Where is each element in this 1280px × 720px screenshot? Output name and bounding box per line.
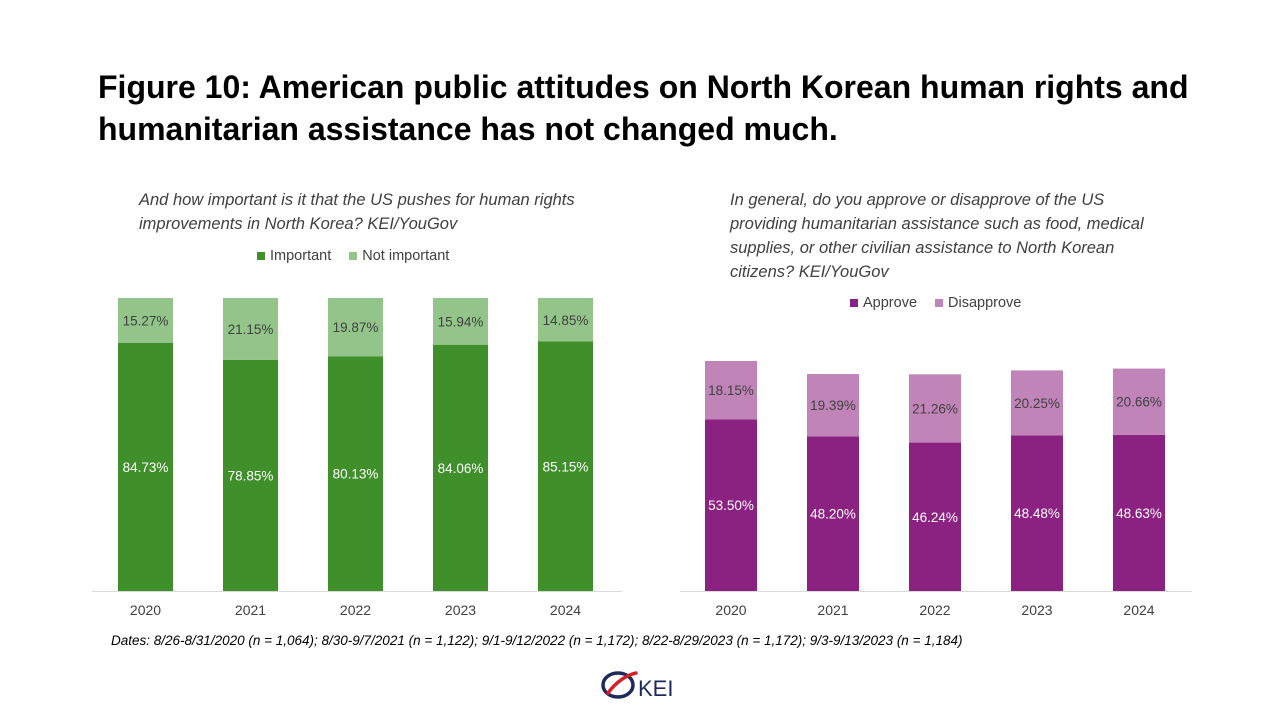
kei-logo-icon	[601, 671, 638, 699]
chart-2-subtitle: In general, do you approve or disapprove…	[730, 191, 1144, 281]
chart-2-tick-label-2024: 2024	[1123, 602, 1154, 618]
chart-2-bar-disapprove-2021	[807, 374, 859, 437]
chart-2-bar-approve-2024	[1113, 434, 1165, 591]
chart-2-tick-label-2022: 2022	[919, 602, 950, 618]
chart-1-legend: Important Not important	[257, 248, 449, 264]
chart-1-bar-important-2022	[328, 356, 383, 591]
chart-1-data-label-not-important-2021: 21.15%	[228, 322, 274, 337]
chart-1-bar-not-important-2022	[328, 298, 383, 357]
chart-1-data-label-important-2020: 84.73%	[123, 460, 169, 475]
chart-1-bar-not-important-2020	[118, 298, 173, 343]
legend-swatch-not-important	[349, 252, 358, 260]
chart-2-data-label-approve-2021: 48.20%	[810, 507, 856, 522]
chart-2-data-label-disapprove-2023: 20.25%	[1014, 396, 1060, 411]
chart-2-data-label-approve-2023: 48.48%	[1014, 506, 1060, 521]
chart-1-tick-label-2022: 2022	[340, 602, 371, 618]
figure-title: Figure 10: American public attitudes on …	[98, 69, 1189, 147]
chart-1-tick-label-2023: 2023	[445, 602, 476, 618]
chart-2-bar-disapprove-2022	[909, 374, 961, 443]
chart-2-data-label-disapprove-2021: 19.39%	[810, 398, 856, 413]
chart-2-tick-label-2023: 2023	[1021, 602, 1052, 618]
chart-2-data-label-approve-2024: 48.63%	[1116, 506, 1162, 521]
chart-2-data-label-approve-2020: 53.50%	[708, 498, 754, 513]
chart-2-bar-approve-2021	[807, 436, 859, 591]
chart-1-bar-important-2024	[538, 341, 593, 591]
legend-label-not-important: Not important	[362, 248, 450, 264]
kei-logo: KEI	[598, 665, 688, 705]
chart-2-data-label-approve-2022: 46.24%	[912, 510, 958, 525]
chart-2-data-label-disapprove-2022: 21.26%	[912, 401, 958, 416]
chart-1-bar-not-important-2024	[538, 298, 593, 342]
chart-2-bar-disapprove-2024	[1113, 368, 1165, 435]
chart-2-legend: Approve Disapprove	[850, 295, 1021, 311]
legend-item-disapprove: Disapprove	[935, 295, 1021, 311]
legend-swatch-approve	[850, 299, 858, 307]
chart-2-bar-approve-2023	[1011, 435, 1063, 591]
legend-label-important: Important	[270, 248, 332, 264]
chart-1-data-label-not-important-2023: 15.94%	[438, 314, 484, 329]
chart-1-data-label-not-important-2020: 15.27%	[123, 313, 169, 328]
kei-logo-text: KEI	[638, 676, 674, 701]
chart-2-data-label-disapprove-2024: 20.66%	[1116, 395, 1162, 410]
legend-item-approve: Approve	[850, 295, 917, 311]
chart-1-bar-important-2023	[433, 344, 488, 591]
chart-1-data-label-not-important-2024: 14.85%	[543, 313, 589, 328]
chart-1-bar-not-important-2021	[223, 298, 278, 360]
chart-1-data-label-important-2021: 78.85%	[228, 468, 274, 483]
chart-2-bar-approve-2020	[705, 419, 757, 591]
chart-1-tick-label-2020: 2020	[130, 602, 161, 618]
chart-2-tick-label-2021: 2021	[817, 602, 848, 618]
chart-2-data-label-disapprove-2020: 18.15%	[708, 383, 754, 398]
chart-1-tick-label-2021: 2021	[235, 602, 266, 618]
dates-footnote: Dates: 8/26-8/31/2020 (n = 1,064); 8/30-…	[111, 633, 963, 648]
chart-1-bar-important-2020	[118, 342, 173, 591]
chart-1-data-label-important-2022: 80.13%	[333, 467, 379, 482]
legend-swatch-important	[257, 252, 265, 260]
chart-2-tick-label-2020: 2020	[715, 602, 746, 618]
chart-1-data-label-important-2024: 85.15%	[543, 459, 589, 474]
legend-item-not-important: Not important	[349, 248, 449, 264]
chart-1-bar-not-important-2023	[433, 298, 488, 345]
chart-1-subtitle: And how important is it that the US push…	[139, 191, 575, 233]
chart-2-bar-disapprove-2023	[1011, 370, 1063, 436]
chart-2-bar-disapprove-2020	[705, 361, 757, 420]
legend-label-approve: Approve	[863, 295, 918, 311]
chart-1-tick-label-2024: 2024	[550, 602, 581, 618]
legend-swatch-disapprove	[935, 299, 944, 307]
chart-1-data-label-not-important-2022: 19.87%	[333, 320, 379, 335]
chart-1-bar-important-2021	[223, 359, 278, 591]
chart-1-data-label-important-2023: 84.06%	[438, 461, 484, 476]
chart-2-bar-approve-2022	[909, 442, 961, 591]
legend-item-important: Important	[257, 248, 331, 264]
legend-label-disapprove: Disapprove	[948, 295, 1022, 311]
